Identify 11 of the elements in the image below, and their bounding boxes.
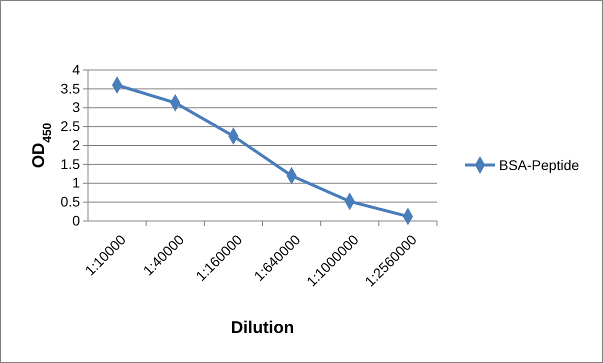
legend-label: BSA-Peptide [499,156,580,173]
x-axis-title: Dilution [230,318,294,337]
y-tick-label: 3.5 [60,80,80,96]
y-tick-label: 1 [72,174,80,191]
y-tick-label: 0.5 [60,194,80,210]
y-tick-label: 4 [72,61,80,78]
y-tick-label: 2.5 [60,118,80,134]
y-tick-label: 1.5 [60,156,80,172]
y-tick-label: 3 [72,99,80,116]
y-tick-label: 0 [72,212,80,228]
y-tick-label: 2 [72,136,80,153]
